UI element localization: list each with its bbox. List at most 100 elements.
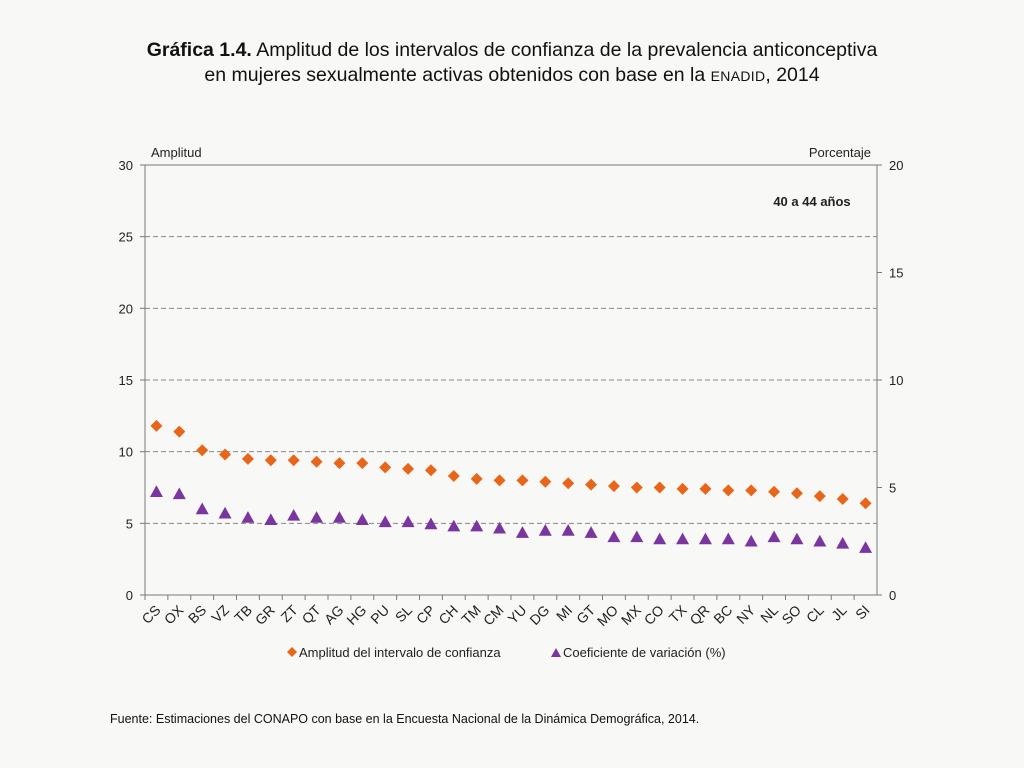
x-tick-label: NL [757,602,781,626]
x-tick-label: MI [553,602,575,624]
title-acronym: ENADID [710,68,766,84]
chart-svg: 0 5 10 15 20 25 30 0 5 10 15 20 Amplitud Porcentaj… [119,145,904,660]
amplitude-point [676,482,689,495]
cv-point [149,485,163,497]
amplitude-point [630,481,643,494]
title-line-1: Gráfica 1.4. Amplitud de los intervalos … [0,38,1024,63]
right-tick-label: 20 [889,158,903,173]
x-tick-label: CL [803,602,827,626]
x-tick-label: PU [367,602,392,627]
amplitude-point [859,497,872,510]
cv-point [332,511,346,523]
x-tick-label: QR [686,602,712,628]
amplitude-point [402,462,415,475]
x-tick-label: YU [504,602,529,627]
x-tick-label: AG [321,602,347,628]
right-axis-label: Porcentaje [809,145,871,160]
cv-point [493,521,507,534]
amplitude-point [745,484,758,497]
x-tick-label: CH [435,602,461,628]
left-tick-label: 10 [119,445,133,460]
left-axis-label: Amplitud [151,145,202,160]
x-tick-label: TB [231,602,255,626]
cv-point [767,530,781,543]
cv-point [538,524,552,536]
amplitude-point [447,470,460,483]
x-tick-label: DG [526,602,552,628]
cv-point [264,513,278,525]
x-tick-label: JL [828,602,850,624]
amplitude-point [287,454,300,467]
amplitude-point [333,457,346,470]
title-line-2-start: en mujeres sexualmente activas obtenidos… [204,64,706,86]
cv-point [630,530,644,543]
cv-point [515,526,529,538]
cv-point [378,515,392,528]
legend-diamond-marker [287,647,297,657]
cv-point [447,519,461,532]
amplitude-point [768,485,781,498]
amplitude-point [219,448,232,461]
x-tick-label: CM [480,602,507,629]
series-cv [149,485,873,553]
x-tick-label: VZ [208,601,232,625]
legend: Amplitud del intervalo de confianza Coef… [287,645,726,660]
amplitude-point [424,464,437,477]
x-tick-label: QT [299,601,324,626]
amplitude-point [379,461,392,474]
x-tick-label: TM [458,602,484,628]
left-tick-label: 30 [119,158,133,173]
chart-title: Gráfica 1.4. Amplitud de los intervalos … [0,38,1024,89]
amplitude-point [585,478,598,491]
x-tick-label: SI [852,602,873,623]
amplitude-point [196,444,209,457]
source-note: Fuente: Estimaciones del CONAPO con base… [110,712,700,726]
grid-lines [145,236,877,524]
legend-label-amplitude: Amplitud del intervalo de confianza [299,645,501,660]
right-tick-label: 0 [889,588,896,603]
x-tick-label: BC [710,602,735,627]
cv-point [172,487,186,500]
x-tick-label: TX [666,601,690,625]
cv-point [310,511,324,523]
cv-point [653,532,667,545]
amplitude-point [264,454,277,467]
amplitude-point [836,492,849,505]
cv-point [424,517,438,530]
cv-point [470,519,484,532]
amplitude-point [470,472,483,485]
cv-point [744,534,758,547]
cv-point [584,526,598,538]
x-tick-label: SO [778,602,804,628]
right-tick-label: 10 [889,373,903,388]
cv-point [698,532,712,545]
amplitude-point [722,484,735,497]
title-figure-number: Gráfica 1.4. [146,39,252,61]
amplitude-point [241,452,254,465]
amplitude-point [310,455,323,468]
right-tick-label: 15 [889,266,903,281]
cv-point [836,536,850,549]
amplitude-point [607,480,620,493]
left-axis-ticks: 0 5 10 15 20 25 30 [119,158,145,603]
chart-annotation: 40 a 44 años [773,194,850,209]
amplitude-point [653,481,666,494]
x-tick-label: CO [641,602,667,628]
amplitude-point [173,425,186,438]
legend-label-cv: Coeficiente de variación (%) [563,645,726,660]
x-tick-label: GT [573,601,598,626]
cv-point [561,524,575,536]
plot-area-frame [144,164,878,596]
right-axis-ticks: 0 5 10 15 20 [877,158,903,603]
amplitude-point [150,419,163,432]
cv-point [241,511,255,523]
amplitude-point [356,457,369,470]
x-tick-label: BS [185,602,210,627]
left-tick-label: 5 [126,516,133,531]
series-amplitude [150,419,872,510]
cv-point [790,532,804,545]
cv-point [813,534,827,547]
cv-point [287,508,301,521]
title-line-1-text: Amplitud de los intervalos de confianza … [256,39,878,61]
